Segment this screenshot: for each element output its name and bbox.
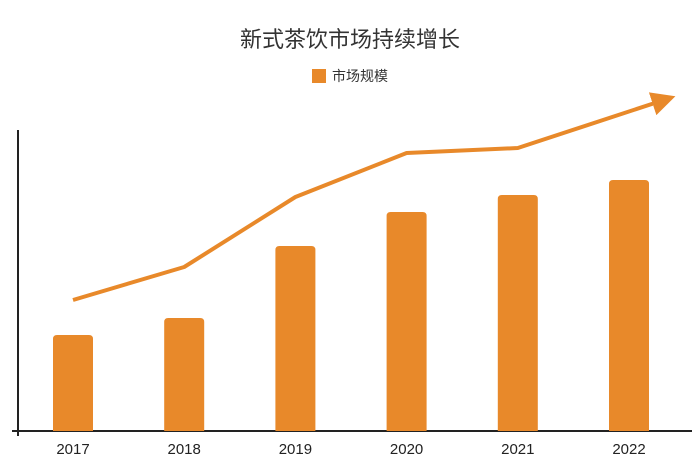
bar-2018 — [164, 318, 205, 431]
bar-2022 — [609, 180, 649, 431]
x-tick-label: 2017 — [56, 441, 89, 458]
legend-label: 市场规模 — [332, 69, 388, 85]
chart-title: 新式茶饮市场持续增长 — [239, 28, 460, 53]
legend-swatch — [312, 69, 326, 83]
bar-2017 — [53, 335, 93, 431]
x-tick-label: 2019 — [279, 441, 312, 458]
bar-2019 — [275, 246, 316, 431]
bar-2020 — [386, 212, 427, 431]
x-tick-label: 2021 — [501, 441, 534, 458]
x-tick-label: 2018 — [168, 441, 201, 458]
trend-arrow-line — [72, 92, 676, 302]
x-tick-label: 2022 — [612, 441, 645, 458]
x-tick-label: 2020 — [390, 441, 423, 458]
bar-2021 — [497, 195, 538, 431]
legend: 市场规模 — [0, 66, 700, 86]
